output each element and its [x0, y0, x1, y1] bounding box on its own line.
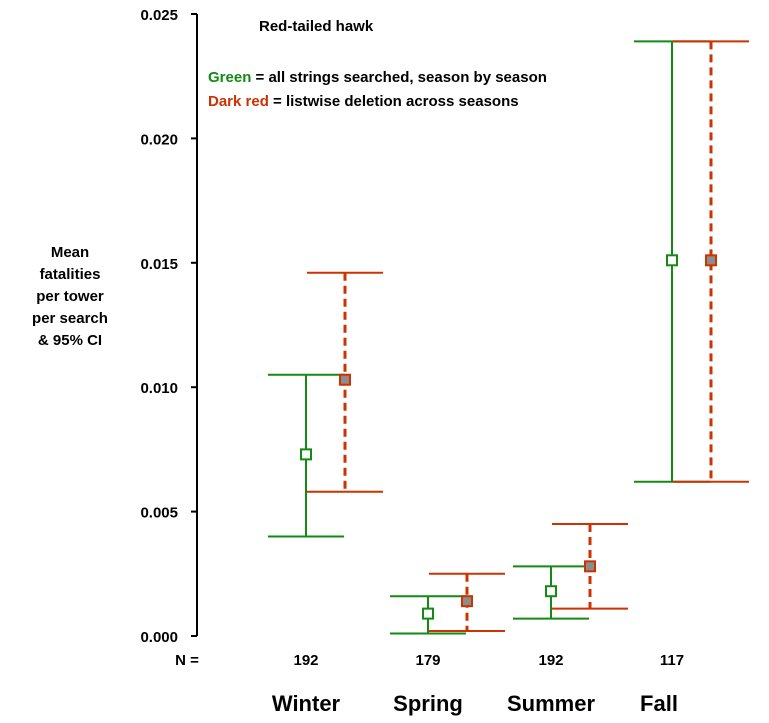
legend-entry-green: Green = all strings searched, season by …	[208, 66, 547, 90]
legend-green-text: = all strings searched, season by season	[251, 69, 547, 86]
legend-red-key: Dark red	[208, 93, 269, 110]
category-label: Fall	[640, 691, 678, 716]
y-axis-label-line: per search	[32, 310, 108, 327]
y-tick-label: 0.000	[140, 629, 178, 646]
green-mean-marker	[422, 607, 434, 620]
category-label: Summer	[507, 691, 595, 716]
legend-entry-red: Dark red = listwise deletion across seas…	[208, 90, 547, 114]
green-mean-marker	[300, 448, 312, 461]
y-tick-label: 0.005	[140, 505, 178, 522]
y-tick-label: 0.025	[140, 7, 178, 24]
y-axis-label-line: fatalities	[39, 266, 101, 283]
y-axis-label-line: Mean	[50, 244, 90, 261]
n-value-label: 179	[415, 652, 440, 669]
n-value-label: 192	[293, 652, 318, 669]
y-axis-label-line: per tower	[36, 288, 104, 305]
n-prefix-label: N =	[175, 652, 199, 669]
y-tick-label: 0.010	[140, 380, 178, 397]
chart-title: Red-tailed hawk	[259, 18, 374, 35]
green-mean-marker	[666, 254, 678, 267]
red-mean-marker	[461, 595, 473, 608]
n-value-label: 117	[660, 652, 684, 669]
red-mean-marker	[584, 560, 596, 573]
category-label: Winter	[272, 691, 341, 716]
y-axis-label: Mean fatalities per tower per search & 9…	[4, 242, 136, 352]
legend: Green = all strings searched, season by …	[208, 66, 547, 114]
legend-green-key: Green	[208, 69, 252, 86]
n-value-label: 192	[538, 652, 563, 669]
green-mean-marker	[545, 585, 557, 598]
y-tick-label: 0.020	[140, 131, 178, 148]
y-axis-label-line: & 95% CI	[37, 332, 103, 349]
legend-red-text: = listwise deletion across seasons	[268, 93, 519, 110]
y-tick-label: 0.015	[140, 256, 178, 273]
category-label: Spring	[393, 691, 463, 716]
red-mean-marker	[705, 254, 717, 267]
red-mean-marker	[339, 373, 351, 386]
